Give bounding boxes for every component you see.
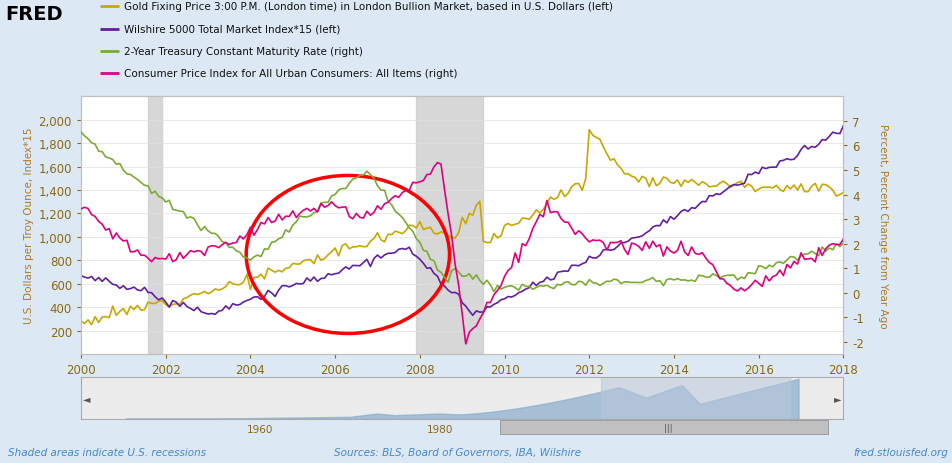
Text: 2-Year Treasury Constant Maturity Rate (right): 2-Year Treasury Constant Maturity Rate (… xyxy=(124,47,363,57)
Bar xyxy=(601,377,789,419)
Text: Consumer Price Index for All Urban Consumers: All Items (right): Consumer Price Index for All Urban Consu… xyxy=(124,69,457,79)
Bar xyxy=(148,97,162,354)
Text: |||: ||| xyxy=(663,423,672,432)
Y-axis label: U.S. Dollars per Troy Ounce, Index*15: U.S. Dollars per Troy Ounce, Index*15 xyxy=(25,128,34,324)
Text: Shaded areas indicate U.S. recessions: Shaded areas indicate U.S. recessions xyxy=(8,447,206,457)
Text: fred.stlouisfed.org: fred.stlouisfed.org xyxy=(852,447,947,457)
Text: FRED: FRED xyxy=(5,5,62,24)
Text: ◄: ◄ xyxy=(83,393,90,403)
Y-axis label: Percent, Percent Change from Year Ago: Percent, Percent Change from Year Ago xyxy=(878,124,887,328)
Text: Sources: BLS, Board of Governors, IBA, Wilshire: Sources: BLS, Board of Governors, IBA, W… xyxy=(333,447,581,457)
Text: ►: ► xyxy=(833,393,841,403)
FancyBboxPatch shape xyxy=(500,420,827,434)
Text: Wilshire 5000 Total Market Index*15 (left): Wilshire 5000 Total Market Index*15 (lef… xyxy=(124,25,340,35)
Text: Gold Fixing Price 3:00 P.M. (London time) in London Bullion Market, based in U.S: Gold Fixing Price 3:00 P.M. (London time… xyxy=(124,2,612,13)
Bar xyxy=(416,97,483,354)
